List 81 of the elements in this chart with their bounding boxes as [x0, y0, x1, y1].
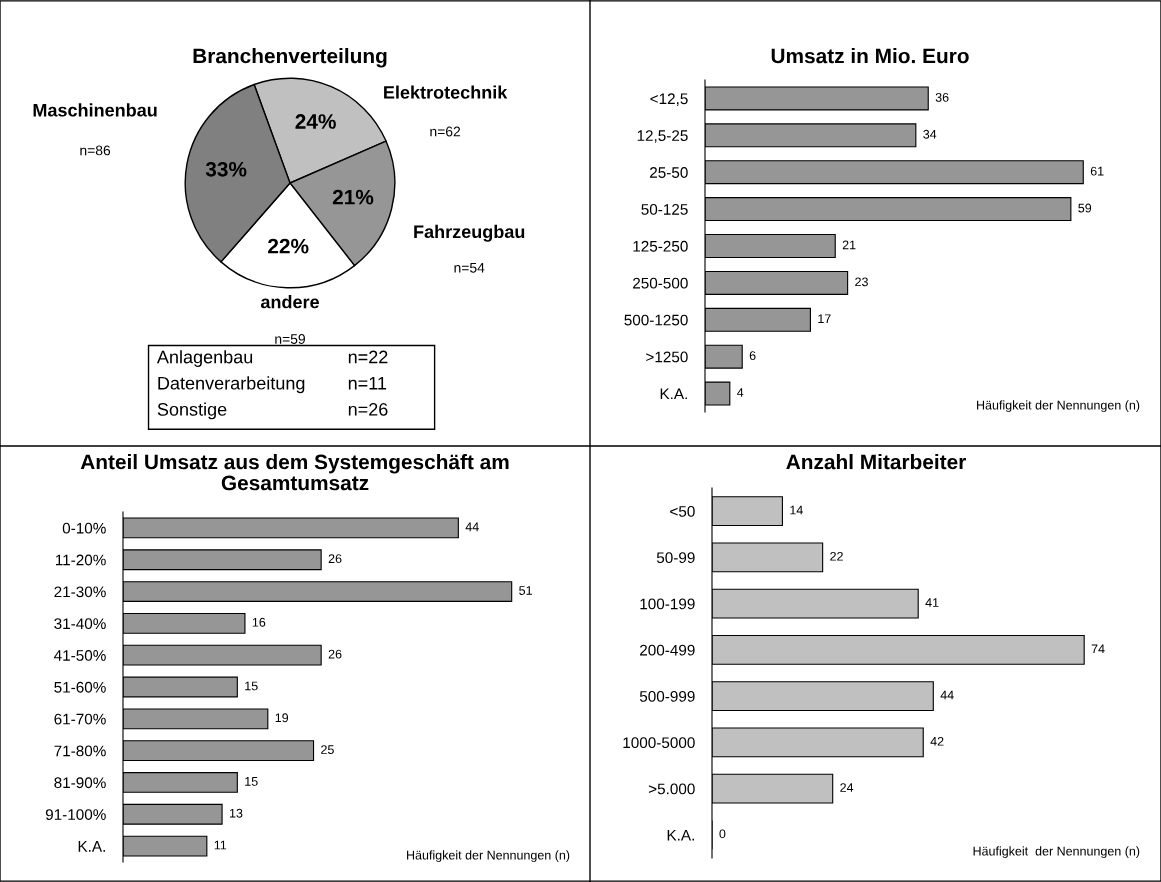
chart-title: Umsatz in Mio. Euro — [771, 48, 969, 64]
data-label: 24% — [295, 114, 336, 129]
y-tick-label: 25-50 — [650, 167, 688, 178]
data-label: 21 — [842, 240, 856, 250]
text: n=59 — [275, 334, 305, 344]
y-tick-label: 91-100% — [45, 809, 106, 820]
y-tick-label: 21-30% — [54, 586, 106, 598]
y-tick-label: 125-250 — [633, 240, 688, 252]
data-label: 15 — [245, 777, 258, 786]
data-label: 41 — [925, 598, 939, 607]
data-label: 59 — [1078, 203, 1092, 213]
data-label: 15 — [245, 681, 258, 691]
x-axis-title: Häufigkeit der Nennungen (n) — [977, 400, 1140, 412]
data-label: 22% — [268, 238, 309, 254]
text: n=86 — [80, 145, 111, 156]
data-label: 51 — [519, 586, 532, 595]
slice-label: Maschinenbau — [33, 103, 157, 117]
y-tick-label: 50-125 — [641, 203, 688, 215]
slice-label: andere — [260, 295, 319, 309]
data-label: 6 — [749, 351, 756, 361]
y-tick-label: K.A. — [660, 388, 687, 400]
text: n=62 — [430, 126, 461, 137]
data-label: 33% — [205, 161, 247, 177]
data-label: 44 — [940, 690, 954, 700]
y-tick-label: 81-90% — [54, 777, 106, 789]
text: Datenverarbeitung — [158, 376, 305, 394]
y-tick-label: 51-60% — [54, 681, 106, 693]
chart-title: Anzahl Mitarbeiter — [786, 454, 966, 470]
data-label: 4 — [737, 388, 744, 397]
text: n=26 — [348, 403, 388, 416]
y-tick-label: >5.000 — [648, 783, 695, 795]
data-label: 21% — [332, 189, 374, 205]
y-tick-label: <50 — [670, 505, 695, 517]
text: n=11 — [348, 376, 387, 390]
data-label: 17 — [818, 314, 831, 324]
chart-title: Branchenverteilung — [193, 48, 387, 68]
chart-title: Anteil Umsatz aus dem Systemgeschäft am Gesamtumsatz — [80, 454, 509, 491]
data-label: 34 — [923, 129, 937, 139]
text: n=54 — [454, 262, 485, 273]
y-tick-label: <12,5 — [650, 93, 688, 106]
x-axis-title: Häufigkeit der Nennungen (n) — [407, 850, 570, 862]
data-label: 14 — [790, 505, 803, 515]
y-tick-label: 71-80% — [54, 745, 106, 757]
data-label: 25 — [321, 745, 334, 754]
y-tick-label: 61-70% — [54, 713, 106, 725]
y-tick-label: 50-99 — [656, 552, 695, 564]
y-tick-label: 1000-5000 — [623, 737, 695, 749]
y-tick-label: >1250 — [646, 351, 688, 363]
y-tick-label: 41-50% — [54, 650, 106, 661]
data-label: 36 — [935, 92, 949, 102]
y-tick-label: K.A. — [667, 829, 694, 841]
y-tick-label: 0-10% — [62, 522, 106, 534]
y-tick-label: 100-199 — [640, 598, 695, 610]
data-label: 42 — [930, 736, 944, 746]
text: n=22 — [348, 350, 388, 364]
y-tick-label: K.A. — [78, 841, 105, 852]
data-label: 13 — [229, 808, 243, 818]
data-label: 61 — [1090, 166, 1104, 176]
data-label: 16 — [252, 617, 266, 627]
y-tick-label: 12,5-25 — [637, 130, 688, 143]
data-label: 0 — [719, 829, 726, 839]
data-label: 22 — [830, 551, 843, 561]
y-tick-label: 500-1250 — [624, 314, 688, 326]
data-label: 19 — [275, 713, 289, 723]
y-tick-label: 200-499 — [640, 644, 695, 656]
data-label: 23 — [855, 277, 868, 287]
x-axis-title: Häufigkeit der Nennungen (n) — [973, 846, 1140, 858]
data-label: 44 — [465, 522, 479, 532]
y-tick-label: 500-999 — [639, 690, 695, 702]
slice-label: Elektrotechnik — [384, 85, 508, 99]
data-label: 74 — [1091, 644, 1105, 654]
slice-label: Fahrzeugbau — [414, 224, 525, 242]
y-tick-label: 31-40% — [54, 618, 106, 630]
data-label: 26 — [328, 649, 342, 659]
y-tick-label: 11-20% — [55, 554, 106, 566]
text: Anlagenbau — [156, 350, 253, 367]
data-label: 24 — [840, 783, 854, 792]
y-tick-label: 250-500 — [633, 277, 688, 289]
text: Sonstige — [157, 402, 227, 420]
data-label: 11 — [214, 840, 227, 850]
data-label: 26 — [328, 554, 342, 564]
